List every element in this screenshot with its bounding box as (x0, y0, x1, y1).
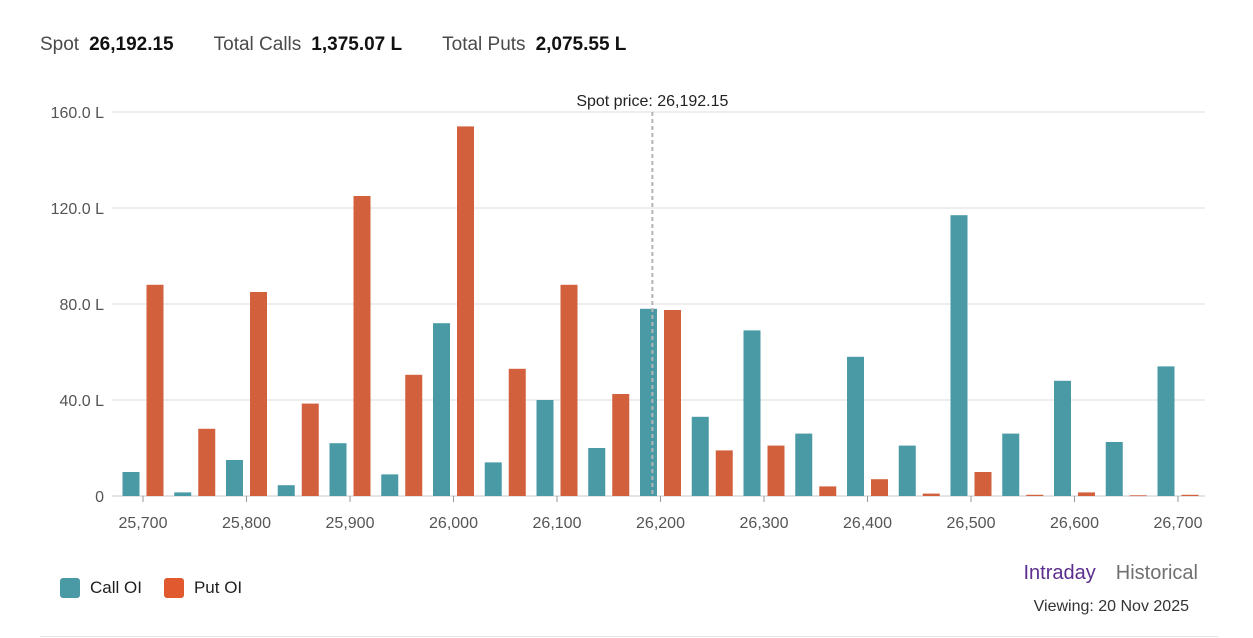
total-calls-value: 1,375.07 L (311, 34, 403, 55)
oi-bar-chart: 0 40.0 L 80.0 L 120.0 L 160.0 L 25,700 25,800 2… (51, 93, 1205, 532)
total-calls-stat: Total Calls 1,375.07 L (214, 34, 403, 56)
put-oi-bar (1129, 495, 1147, 497)
put-oi-bar (819, 486, 837, 496)
call-oi-bar (847, 356, 864, 496)
call-oi-bar (1105, 442, 1123, 496)
x-tick-label: 26,100 (533, 515, 582, 532)
x-tick-label: 25,700 (119, 515, 168, 532)
call-oi-bar (1054, 380, 1071, 496)
legend-call-oi[interactable]: Call OI (60, 578, 142, 598)
put-oi-bar (664, 310, 681, 496)
x-tick-label: 26,600 (1050, 515, 1099, 532)
viewing-date: Viewing: 20 Nov 2025 (1033, 598, 1189, 615)
put-oi-bar (1026, 494, 1044, 496)
call-oi-bar (588, 448, 606, 496)
x-tick-label: 26,700 (1154, 515, 1203, 532)
put-oi-bar (457, 126, 474, 497)
total-puts-value: 2,075.55 L (535, 34, 627, 55)
put-oi-bar (301, 403, 319, 496)
put-oi-bar (715, 450, 733, 496)
call-oi-label: Call OI (90, 578, 142, 597)
put-oi-bar (508, 368, 526, 496)
call-oi-bar (277, 485, 295, 496)
call-oi-swatch (60, 578, 80, 598)
x-tick-label: 26,200 (636, 515, 685, 532)
put-oi-label: Put OI (193, 578, 243, 597)
put-oi-bar (767, 445, 785, 496)
legend-put-oi[interactable]: Put OI (163, 578, 243, 598)
call-oi-bar (174, 492, 192, 496)
call-oi-bar (640, 308, 657, 496)
x-tick-label: 26,500 (947, 515, 996, 532)
call-oi-bar (1157, 366, 1175, 496)
call-oi-bar (381, 474, 399, 496)
put-oi-bar (353, 196, 371, 496)
total-puts-stat: Total Puts 2,075.55 L (442, 34, 626, 56)
call-oi-bar (743, 330, 761, 496)
tab-intraday[interactable]: Intraday (1023, 562, 1096, 584)
call-oi-bar (536, 400, 554, 496)
call-oi-bar (691, 416, 709, 496)
x-tick-label: 25,900 (326, 515, 375, 532)
y-tick-label: 120.0 L (51, 201, 104, 218)
put-oi-bar (974, 472, 992, 496)
chart-legend: Call OI Put OI (60, 578, 242, 598)
view-toggle: Intraday Historical (1023, 562, 1198, 585)
spot-label: Spot (40, 34, 80, 55)
call-oi-bar (433, 323, 450, 496)
y-tick-label: 40.0 L (60, 393, 105, 410)
y-tick-label: 160.0 L (51, 105, 104, 122)
total-puts-label: Total Puts (442, 34, 526, 55)
call-oi-bar (795, 433, 813, 496)
call-oi-bar (484, 462, 502, 496)
call-oi-bar (1002, 433, 1020, 496)
total-calls-label: Total Calls (213, 34, 302, 55)
x-tick-label: 25,800 (222, 515, 271, 532)
call-oi-bar (329, 443, 347, 496)
call-oi-bar (226, 460, 243, 496)
summary-bar: Spot 26,192.15 Total Calls 1,375.07 L To… (40, 34, 626, 56)
spot-stat: Spot 26,192.15 (40, 34, 174, 56)
put-oi-bar (405, 374, 423, 496)
spot-value: 26,192.15 (89, 34, 174, 55)
put-oi-bar (560, 284, 578, 496)
x-tick-label: 26,400 (843, 515, 892, 532)
put-oi-bar (1078, 492, 1095, 496)
y-tick-label: 0 (95, 489, 104, 506)
put-oi-bar (612, 394, 630, 496)
put-oi-bar (922, 493, 940, 496)
x-tick-label: 26,300 (740, 515, 789, 532)
put-oi-bar (146, 284, 164, 496)
x-tick-label: 26,000 (429, 515, 478, 532)
put-oi-bar (1181, 494, 1199, 496)
spot-price-annotation: Spot price: 26,192.15 (576, 93, 728, 110)
tab-historical[interactable]: Historical (1115, 562, 1198, 584)
put-oi-swatch (163, 578, 184, 598)
call-oi-bar (122, 472, 140, 496)
put-oi-bar (198, 428, 216, 496)
call-oi-bar (950, 215, 968, 496)
y-tick-label: 80.0 L (60, 297, 105, 314)
call-oi-bar (898, 445, 916, 496)
put-oi-bar (250, 292, 267, 496)
put-oi-bar (871, 479, 888, 496)
bottom-divider (40, 636, 1218, 637)
